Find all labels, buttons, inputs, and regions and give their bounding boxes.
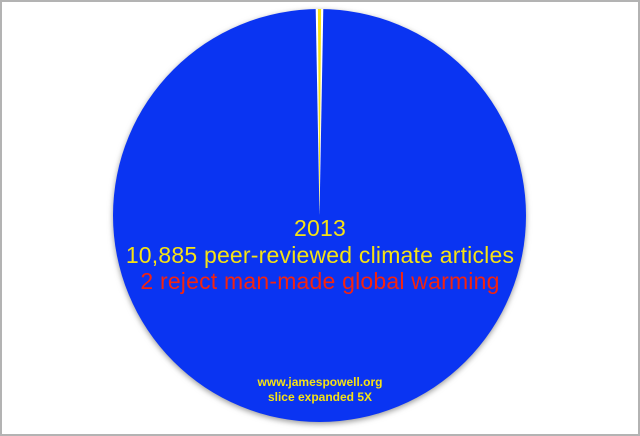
- pie-slice-expanded: [317, 9, 322, 216]
- expansion-note-label: slice expanded 5X: [267, 389, 373, 404]
- center-labels: 2013 10,885 peer-reviewed climate articl…: [2, 215, 638, 295]
- footer-labels: www.jamespowell.org slice expanded 5X: [2, 375, 638, 404]
- pie-group: [113, 9, 526, 422]
- source-url-label: www.jamespowell.org: [257, 375, 383, 389]
- year-label: 2013: [294, 215, 346, 241]
- total-articles-label: 10,885 peer-reviewed climate articles: [125, 241, 515, 268]
- reject-articles-label: 2 reject man-made global warming: [140, 268, 500, 294]
